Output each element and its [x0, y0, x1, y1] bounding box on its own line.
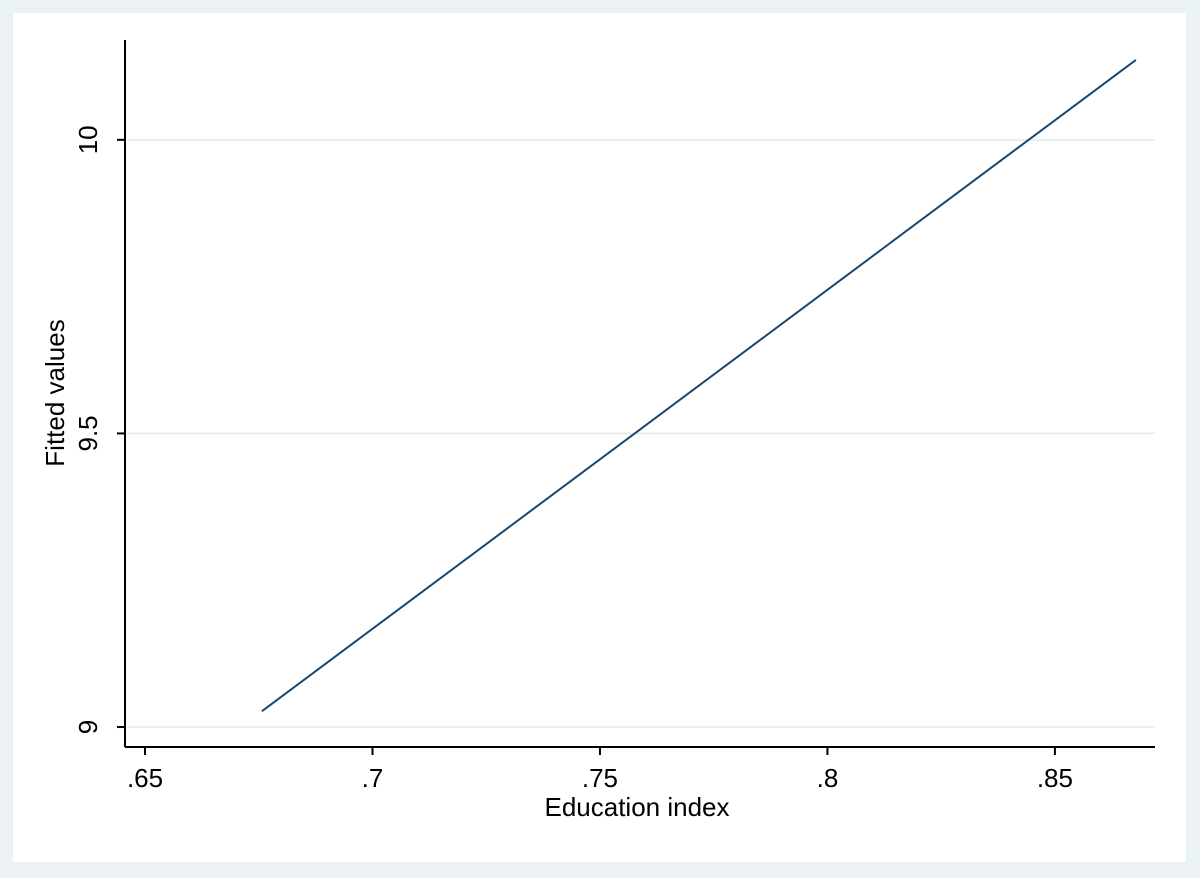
- x-tick-label: .85: [1037, 763, 1073, 793]
- y-tick-label: 9: [73, 720, 103, 734]
- x-tick-label: .75: [582, 763, 618, 793]
- x-tick-label: .7: [362, 763, 384, 793]
- y-tick-label: 9.5: [73, 415, 103, 451]
- fitted-line: [261, 59, 1137, 712]
- x-tick-label: .65: [127, 763, 163, 793]
- x-tick-label: .8: [817, 763, 839, 793]
- graph-region: [13, 13, 1186, 862]
- y-tick-label: 10: [73, 125, 103, 154]
- x-axis-title: Education index: [544, 792, 729, 822]
- y-axis-title: Fitted values: [40, 319, 70, 466]
